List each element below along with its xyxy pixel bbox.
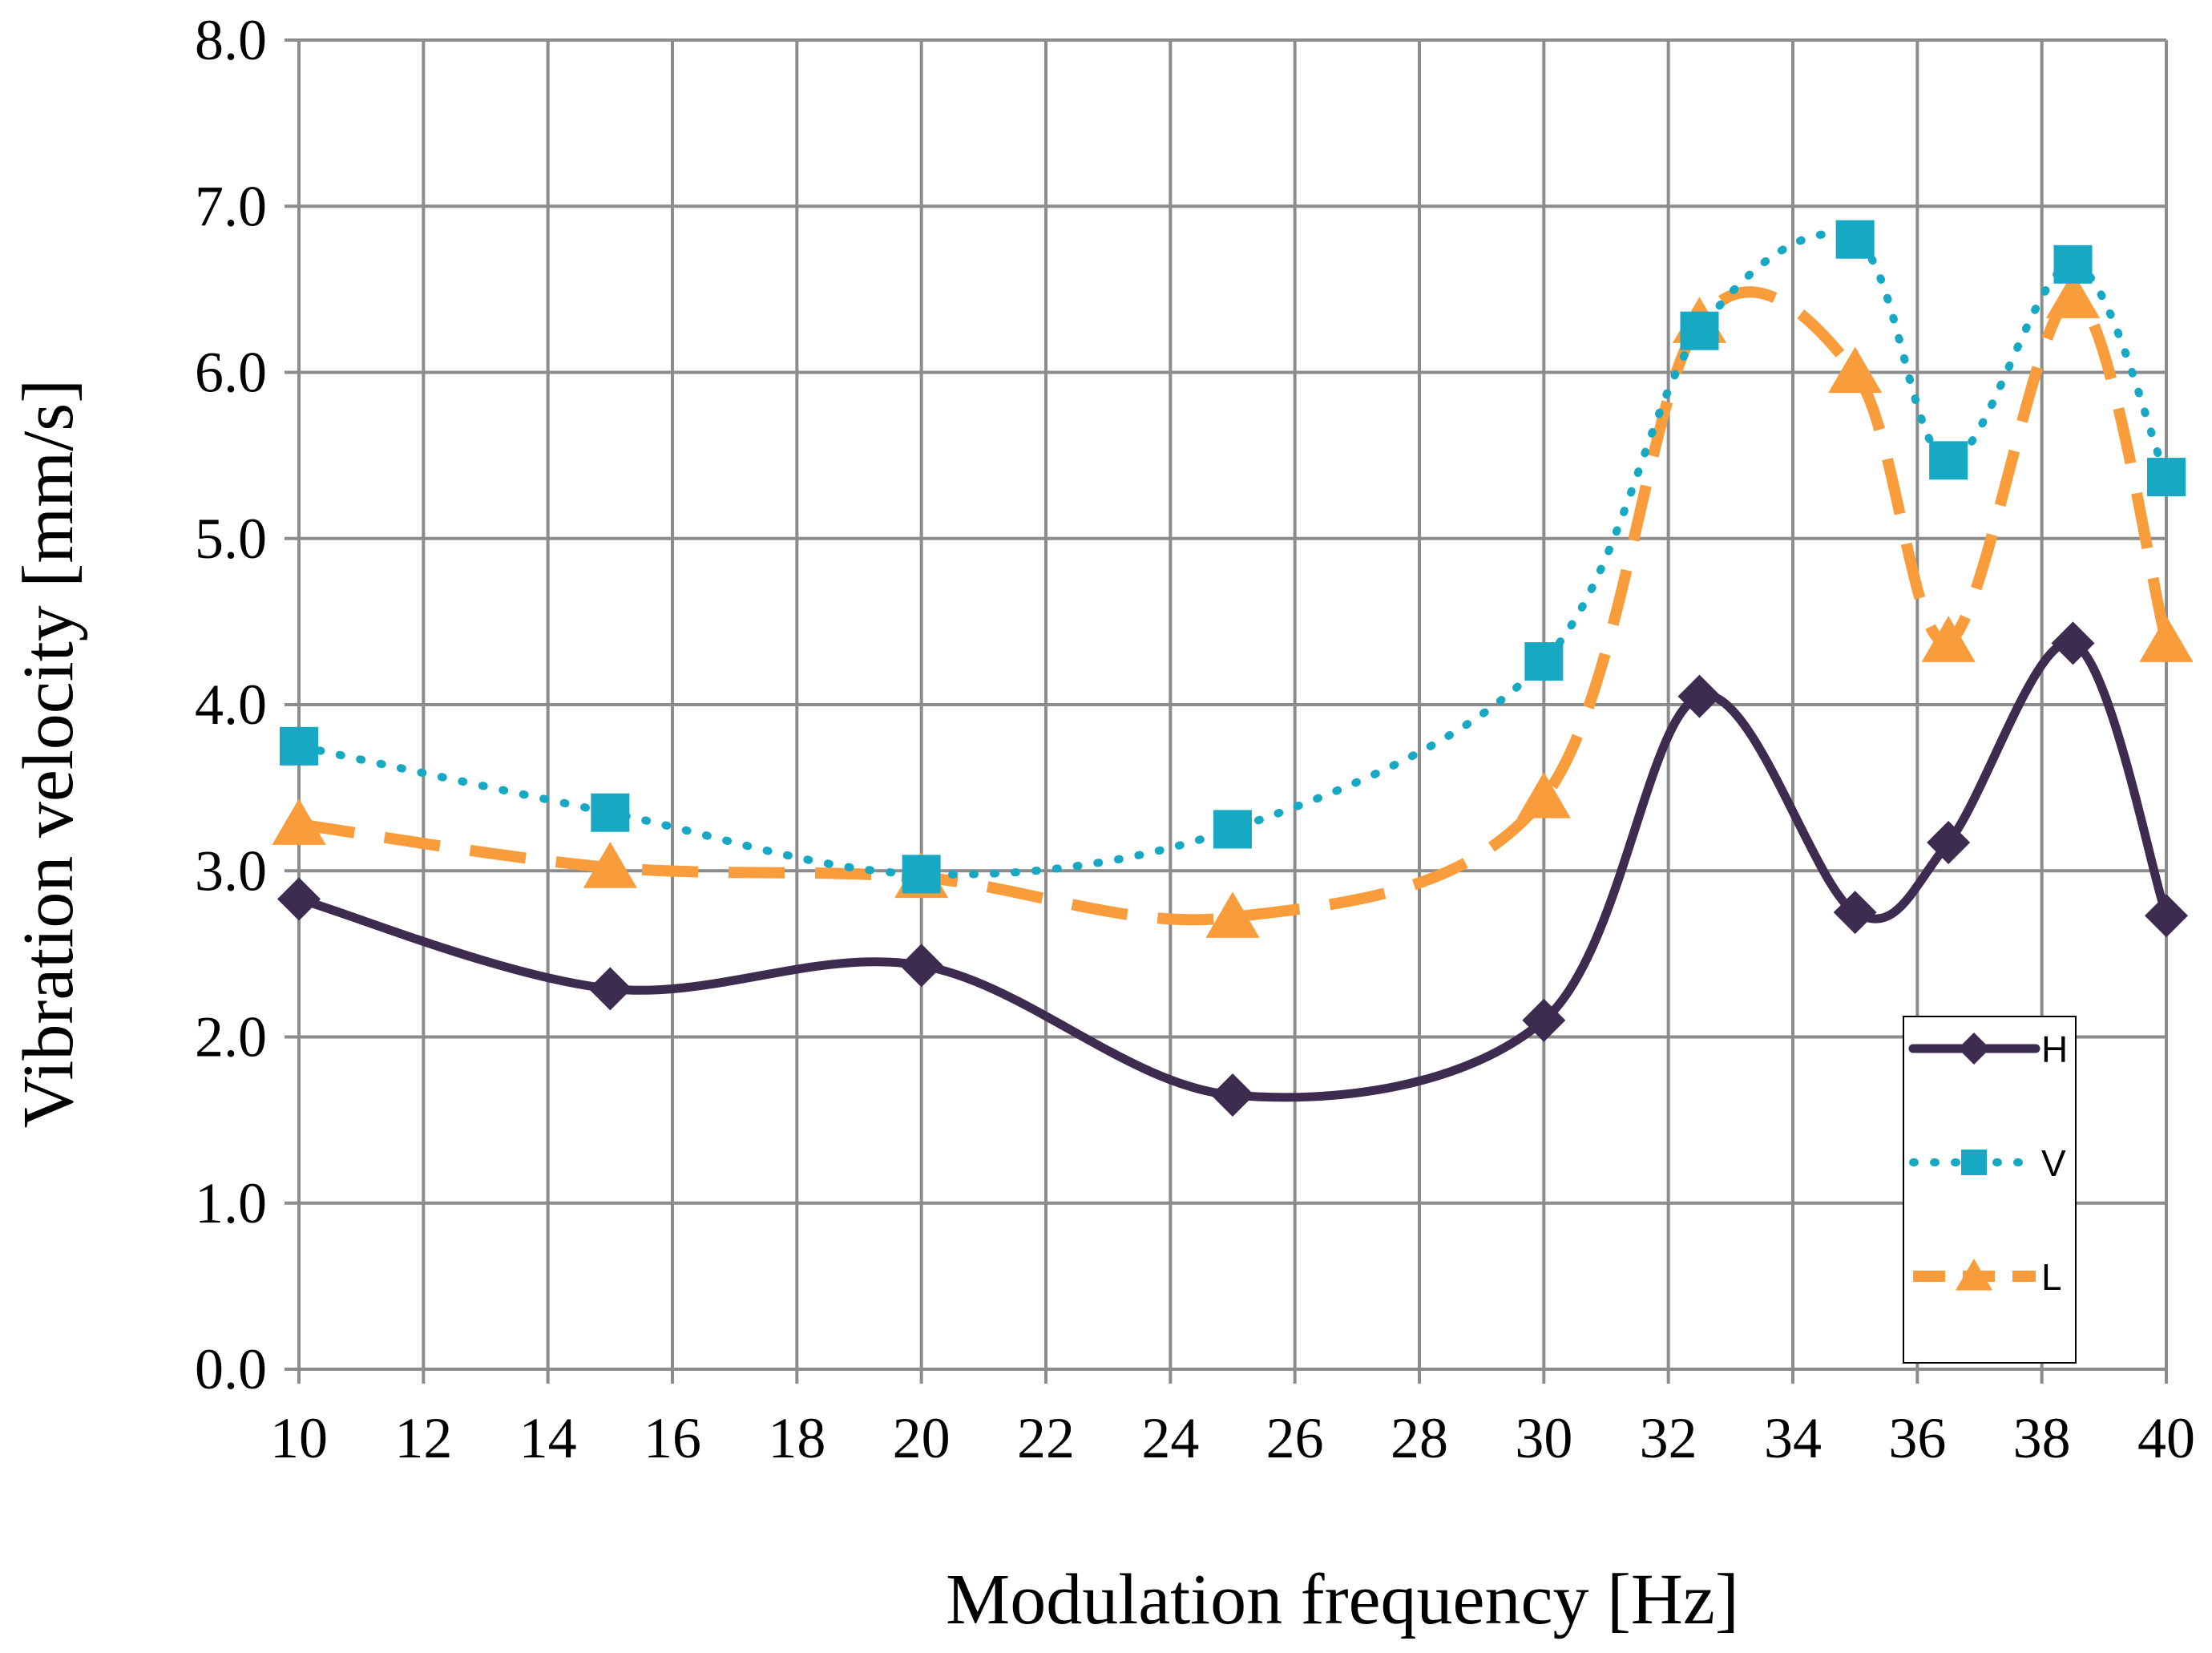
data-point-L xyxy=(2045,272,2101,318)
data-point-H xyxy=(588,967,632,1011)
data-point-L xyxy=(1921,616,1976,662)
data-point-H xyxy=(1677,674,1722,718)
data-point-V xyxy=(902,855,941,894)
data-point-V xyxy=(1929,441,1968,480)
series-H xyxy=(277,621,2188,1117)
series-line-V xyxy=(295,229,2170,879)
x-tick-label: 28 xyxy=(1391,1406,1448,1470)
data-point-H xyxy=(1833,891,1877,935)
x-tick-label: 40 xyxy=(2137,1406,2195,1470)
x-tick-label: 22 xyxy=(1017,1406,1075,1470)
data-point-H xyxy=(277,877,321,921)
data-point-L xyxy=(583,842,637,888)
data-point-V xyxy=(1213,810,1252,849)
legend-marker-L xyxy=(1955,1259,1993,1291)
data-point-H xyxy=(2145,894,2188,938)
data-point-V xyxy=(591,793,630,832)
data-point-V xyxy=(1680,311,1719,350)
x-tick-label: 16 xyxy=(644,1406,701,1470)
gridlines xyxy=(285,38,2168,1384)
data-point-V xyxy=(1524,642,1564,681)
y-tick-label: 1.0 xyxy=(195,1171,267,1235)
legend: H V L xyxy=(1903,1016,2077,1364)
legend-marker-V xyxy=(1961,1150,1987,1175)
y-tick-label: 4.0 xyxy=(195,673,267,737)
data-point-L xyxy=(272,798,326,845)
x-axis-title: Modulation frequency [Hz] xyxy=(946,1560,1739,1639)
series-V xyxy=(280,220,2186,894)
x-tick-label: 38 xyxy=(2013,1406,2071,1470)
x-tick-label: 24 xyxy=(1141,1406,1199,1470)
legend-box xyxy=(1903,1016,2077,1364)
legend-label-H: H xyxy=(2041,1029,2068,1070)
data-point-L xyxy=(1828,346,1883,394)
y-tick-label: 5.0 xyxy=(195,507,267,571)
data-point-H xyxy=(1211,1073,1254,1117)
data-point-L xyxy=(2139,616,2194,662)
y-tick-label: 8.0 xyxy=(195,8,267,72)
x-tick-label: 30 xyxy=(1515,1406,1572,1470)
data-point-V xyxy=(2053,245,2093,284)
series-line-L xyxy=(298,286,2172,926)
x-tick-label: 10 xyxy=(270,1406,328,1470)
data-point-H xyxy=(1522,998,1566,1042)
y-axis-title: Vibration velocity [mm/s] xyxy=(9,379,88,1128)
x-tick-label: 20 xyxy=(893,1406,951,1470)
x-tick-label: 14 xyxy=(519,1406,577,1470)
tick-labels: 10 12 14 16 18 20 22 24 26 28 30 32 34 36 38 40 0.0 1.0 2.… xyxy=(195,8,2195,1470)
y-tick-label: 6.0 xyxy=(195,341,267,405)
y-tick-label: 7.0 xyxy=(195,174,267,238)
x-tick-label: 36 xyxy=(1888,1406,1946,1470)
data-point-H xyxy=(899,944,943,988)
x-tick-label: 32 xyxy=(1640,1406,1697,1470)
legend-marker-H xyxy=(1958,1033,1990,1065)
x-tick-label: 18 xyxy=(768,1406,825,1470)
data-point-V xyxy=(2147,458,2186,497)
data-point-V xyxy=(1835,220,1875,259)
x-tick-label: 12 xyxy=(394,1406,452,1470)
data-point-H xyxy=(2051,621,2095,665)
y-tick-label: 3.0 xyxy=(195,839,267,903)
data-point-L xyxy=(1205,891,1260,938)
x-tick-label: 34 xyxy=(1764,1406,1822,1470)
y-tick-label: 0.0 xyxy=(195,1337,267,1401)
legend-label-L: L xyxy=(2041,1256,2062,1298)
data-point-V xyxy=(280,726,318,766)
y-tick-label: 2.0 xyxy=(195,1005,267,1069)
data-point-H xyxy=(1927,821,1971,865)
x-tick-label: 26 xyxy=(1266,1406,1324,1470)
legend-label-V: V xyxy=(2041,1142,2066,1184)
series-line-H xyxy=(294,638,2171,1102)
data-point-L xyxy=(1516,772,1571,818)
series xyxy=(272,220,2194,1117)
